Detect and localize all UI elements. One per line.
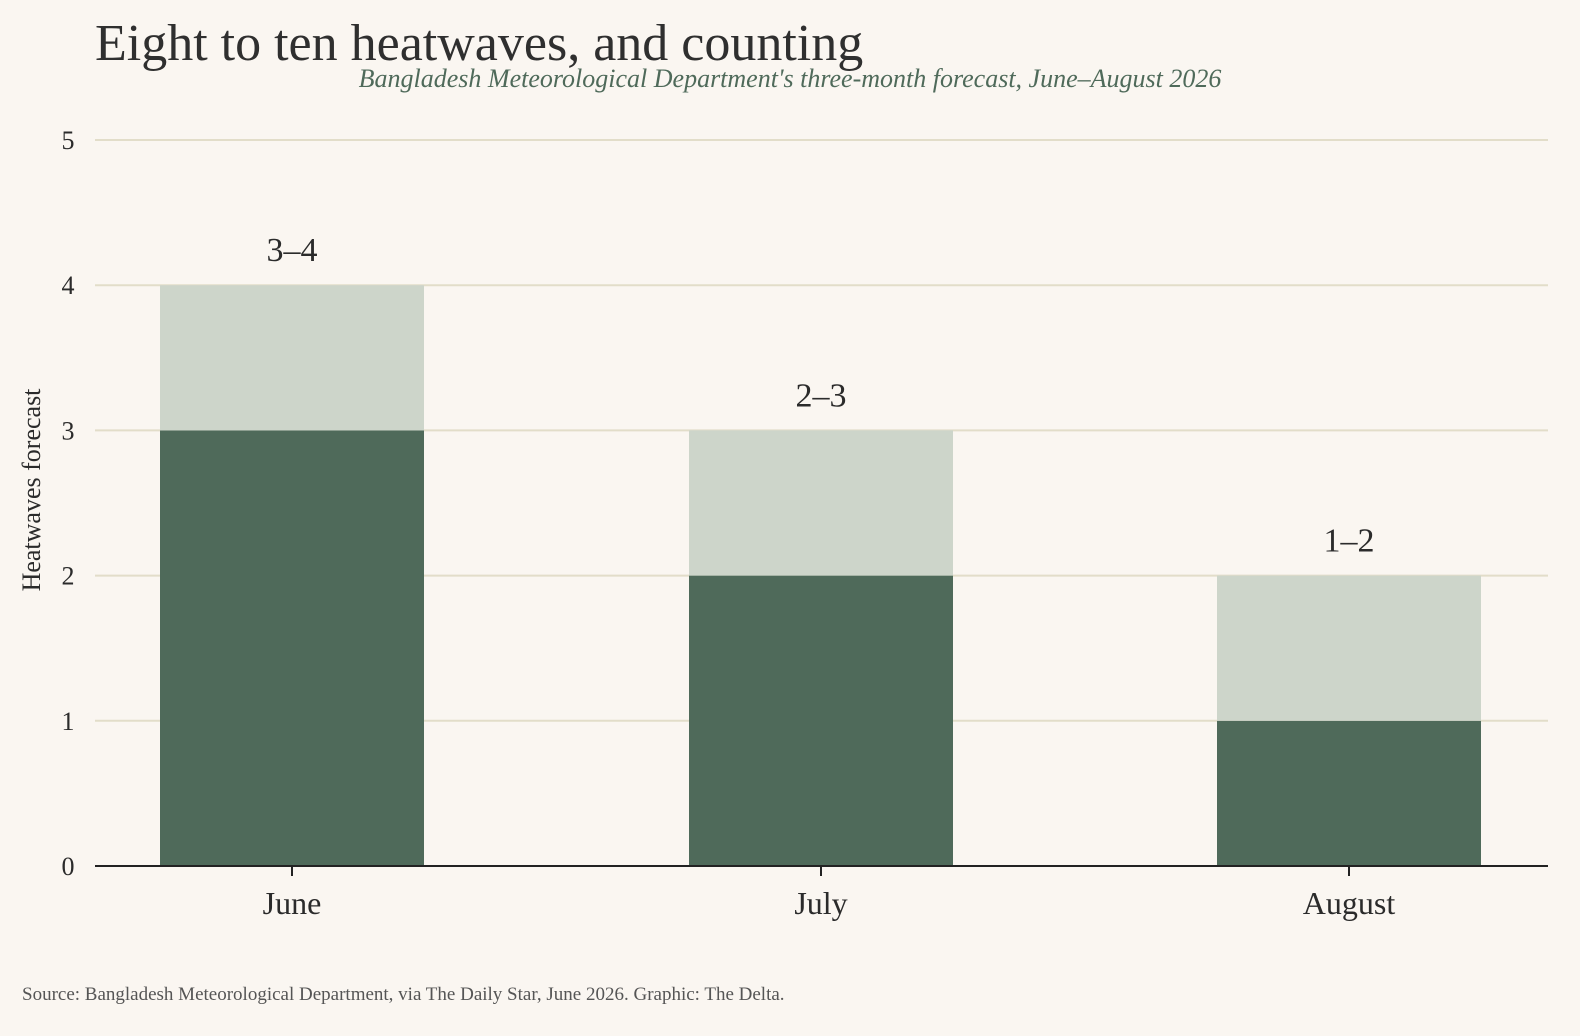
chart-title: Eight to ten heatwaves, and counting bbox=[95, 15, 864, 72]
x-axis-ticks: June July August bbox=[263, 866, 1396, 921]
y-tick-label: 2 bbox=[62, 562, 75, 591]
y-tick-label: 0 bbox=[62, 852, 75, 881]
chart-subtitle: Bangladesh Meteorological Department's t… bbox=[358, 64, 1222, 93]
data-label-august: 1–2 bbox=[1324, 523, 1375, 560]
y-tick-label: 1 bbox=[62, 707, 75, 736]
y-axis-ticks: 0 1 2 3 4 5 bbox=[62, 126, 75, 881]
data-labels: 3–4 2–3 1–2 bbox=[267, 232, 1375, 559]
y-axis-label: Heatwaves forecast bbox=[17, 388, 46, 592]
bar-upper-june bbox=[160, 285, 424, 431]
y-tick-label: 3 bbox=[62, 416, 75, 445]
bar-lower-august bbox=[1217, 720, 1481, 866]
bars bbox=[160, 285, 1481, 866]
bar-upper-july bbox=[689, 430, 953, 576]
y-tick-label: 4 bbox=[62, 271, 75, 300]
y-tick-label: 5 bbox=[62, 126, 75, 155]
bar-lower-july bbox=[689, 575, 953, 866]
data-label-july: 2–3 bbox=[796, 377, 847, 414]
bar-lower-june bbox=[160, 430, 424, 866]
data-label-june: 3–4 bbox=[267, 232, 318, 269]
x-tick-label: July bbox=[794, 885, 847, 921]
x-tick-label: June bbox=[263, 885, 322, 921]
bar-upper-august bbox=[1217, 575, 1481, 721]
x-tick-label: August bbox=[1303, 885, 1396, 921]
source-note: Source: Bangladesh Meteorological Depart… bbox=[22, 984, 785, 1005]
